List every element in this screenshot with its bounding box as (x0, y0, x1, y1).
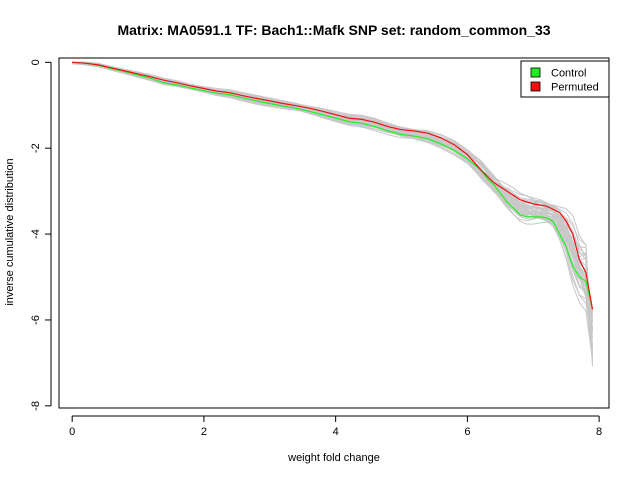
axes: 0 2 4 6 8 0 -2 -4 -6 -8 (30, 57, 610, 438)
permutation-line (72, 62, 593, 323)
x-tick-label: 8 (596, 426, 602, 438)
permutation-background-lines (72, 61, 593, 367)
permutation-line (72, 61, 593, 333)
permutation-line (72, 61, 593, 310)
plot-frame (58, 57, 610, 409)
legend-swatch (530, 67, 541, 78)
permutation-line (72, 61, 593, 311)
permutation-line (72, 63, 593, 321)
permutation-line (72, 61, 593, 319)
permutation-line (72, 62, 593, 363)
permutation-line (72, 61, 593, 323)
permutation-line (72, 61, 593, 310)
series-line-permuted (72, 61, 594, 310)
permutation-line (72, 62, 593, 363)
series-lines (72, 61, 594, 310)
x-axis-label: weight fold change (287, 452, 380, 464)
permutation-line (72, 62, 593, 311)
permutation-line (72, 62, 593, 317)
permutation-line (72, 62, 593, 318)
y-tick-label: 0 (30, 59, 42, 65)
legend-label: Permuted (551, 82, 599, 94)
x-tick-label: 6 (464, 426, 470, 438)
y-tick-label: -2 (30, 143, 42, 153)
series-line-control (72, 61, 594, 310)
permutation-line (72, 61, 593, 364)
chart-title: Matrix: MA0591.1 TF: Bach1::Mafk SNP set… (117, 22, 550, 38)
y-axis-label: inverse cumulative distribution (4, 158, 16, 305)
permutation-line (72, 61, 593, 313)
x-tick-label: 0 (69, 426, 75, 438)
y-tick-label: -6 (30, 315, 42, 325)
permutation-line (72, 61, 593, 313)
legend: Control Permuted (520, 60, 610, 98)
permutation-line (72, 62, 593, 312)
x-tick-label: 4 (333, 426, 339, 438)
legend-label: Control (551, 68, 586, 80)
legend-swatch (530, 81, 541, 92)
permutation-line (72, 61, 593, 322)
x-tick-label: 2 (201, 426, 207, 438)
y-tick-label: -4 (30, 229, 42, 239)
y-tick-label: -8 (30, 401, 42, 411)
